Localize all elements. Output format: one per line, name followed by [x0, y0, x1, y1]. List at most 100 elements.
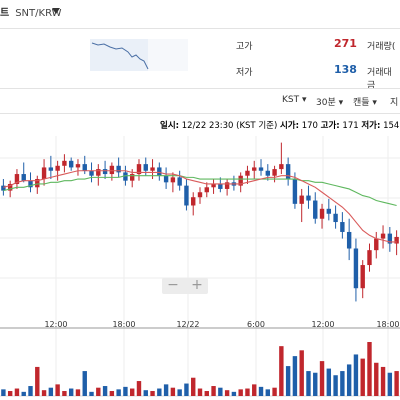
- candle-body: [62, 160, 67, 166]
- candle-body: [102, 169, 108, 175]
- chart-type-select[interactable]: 캔들 ▾: [353, 98, 377, 108]
- volume-bar: [163, 384, 169, 396]
- volume-bar: [374, 362, 379, 396]
- volume-bar: [123, 386, 128, 396]
- x-tick-label: 18:00: [112, 320, 135, 329]
- volume-bar: [62, 391, 67, 396]
- candle-body: [116, 165, 121, 173]
- candle-body: [218, 183, 223, 189]
- open-label: 시가:: [280, 120, 299, 131]
- ma-fast-line: [3, 170, 397, 243]
- volume-bar: [116, 389, 121, 396]
- candle-body: [170, 177, 176, 183]
- market-selector[interactable]: 트 SNT/KRW: [0, 4, 62, 19]
- candle-body: [130, 174, 135, 181]
- volume-bar: [333, 375, 338, 396]
- volume-bar: [265, 389, 270, 396]
- low-label: 저가: [236, 68, 253, 78]
- candle-body: [136, 164, 142, 175]
- volume-bar: [367, 342, 372, 396]
- volume-bar: [279, 346, 284, 396]
- ohlc-high-value: 171: [342, 121, 358, 131]
- candle-body: [326, 208, 332, 214]
- market-symbol: SNT/KRW: [15, 8, 62, 19]
- volume-bar: [28, 386, 33, 396]
- volume-bar: [130, 388, 135, 396]
- candle-body: [245, 170, 250, 176]
- datetime-prefix: 일시:: [160, 120, 179, 131]
- candle-body: [319, 208, 325, 219]
- volume-bar: [177, 389, 182, 396]
- volume-bar: [204, 391, 209, 396]
- mini-price-line: [91, 42, 149, 70]
- indicator-label: 지: [390, 98, 399, 108]
- x-tick-label: 12:00: [44, 320, 67, 329]
- candle-body: [374, 238, 379, 251]
- volume-bar: [360, 358, 365, 396]
- volume-bar: [285, 366, 291, 396]
- candles: [1, 142, 399, 302]
- price-chart[interactable]: 12:00 18:00 12/22 6:00 12:00 18:00 일시: 12/22 …: [0, 118, 400, 400]
- volume-bar: [82, 371, 87, 396]
- candle-body: [177, 177, 182, 186]
- candle-body: [252, 167, 257, 171]
- timezone-select[interactable]: KST ▾: [282, 95, 307, 105]
- chart-ohlc-info: 일시: 12/22 23:30 (KST 기준) 시가: 170 고가: 171…: [160, 120, 399, 131]
- x-tick-label: 18:00: [376, 320, 399, 329]
- volume-bar: [313, 372, 318, 396]
- candle-body: [292, 179, 298, 204]
- candle-body: [41, 167, 47, 180]
- candle-body: [48, 167, 54, 171]
- candle-body: [238, 175, 243, 186]
- zoom-in-button[interactable]: +: [191, 277, 203, 293]
- volume-bar: [238, 389, 243, 396]
- interval-select[interactable]: 30분 ▾: [316, 98, 344, 108]
- moving-averages: [3, 170, 397, 243]
- zoom-controls: − +: [162, 278, 208, 294]
- volume-bar: [35, 366, 40, 396]
- candle-body: [387, 233, 393, 244]
- candle-body: [380, 233, 386, 239]
- x-tick-label: 12/22: [176, 320, 199, 329]
- market-header: 트 SNT/KRW: [0, 0, 400, 28]
- volume-bar: [55, 384, 60, 396]
- high-label: 고가: [236, 42, 253, 52]
- volume-bar: [143, 390, 148, 396]
- datetime-value: 12/22 23:30 (KST 기준): [182, 121, 278, 131]
- candle-body: [191, 197, 196, 206]
- volume-bar: [380, 366, 386, 396]
- candle-body: [7, 183, 13, 191]
- candle-body: [14, 174, 20, 184]
- candle-body: [28, 180, 33, 188]
- candle-body: [394, 236, 399, 244]
- interval-label: 30분: [316, 98, 336, 108]
- volume-bar: [252, 384, 257, 396]
- candle-body: [157, 167, 162, 176]
- volume-bars: [1, 342, 399, 396]
- volume-bar: [319, 361, 325, 396]
- x-axis-ticks: 12:00 18:00 12/22 6:00 12:00 18:00: [44, 320, 399, 329]
- volume-bar: [7, 391, 13, 396]
- volume-bar: [136, 381, 142, 396]
- volume-bar: [41, 390, 47, 396]
- candle-body: [258, 167, 264, 171]
- candle-body: [367, 250, 372, 266]
- indicator-select[interactable]: 지: [390, 95, 398, 108]
- volume-bar: [245, 388, 250, 396]
- high-value: 271: [334, 37, 357, 50]
- candle-body: [299, 195, 304, 204]
- volume-label: 거래량(: [367, 42, 396, 52]
- volume-bar: [197, 388, 203, 396]
- volume-bar: [258, 386, 264, 396]
- chevron-down-icon[interactable]: [52, 8, 60, 14]
- zoom-out-button[interactable]: −: [167, 277, 179, 293]
- ohlc-high-label: 고가:: [321, 120, 340, 131]
- volume-bar: [394, 371, 399, 396]
- candle-body: [68, 160, 74, 168]
- volume-bar: [272, 387, 277, 396]
- candle-body: [163, 175, 169, 183]
- candle-body: [82, 164, 87, 171]
- volume-bar: [48, 387, 54, 396]
- volume-bar: [387, 372, 393, 396]
- volume-bar: [353, 354, 359, 396]
